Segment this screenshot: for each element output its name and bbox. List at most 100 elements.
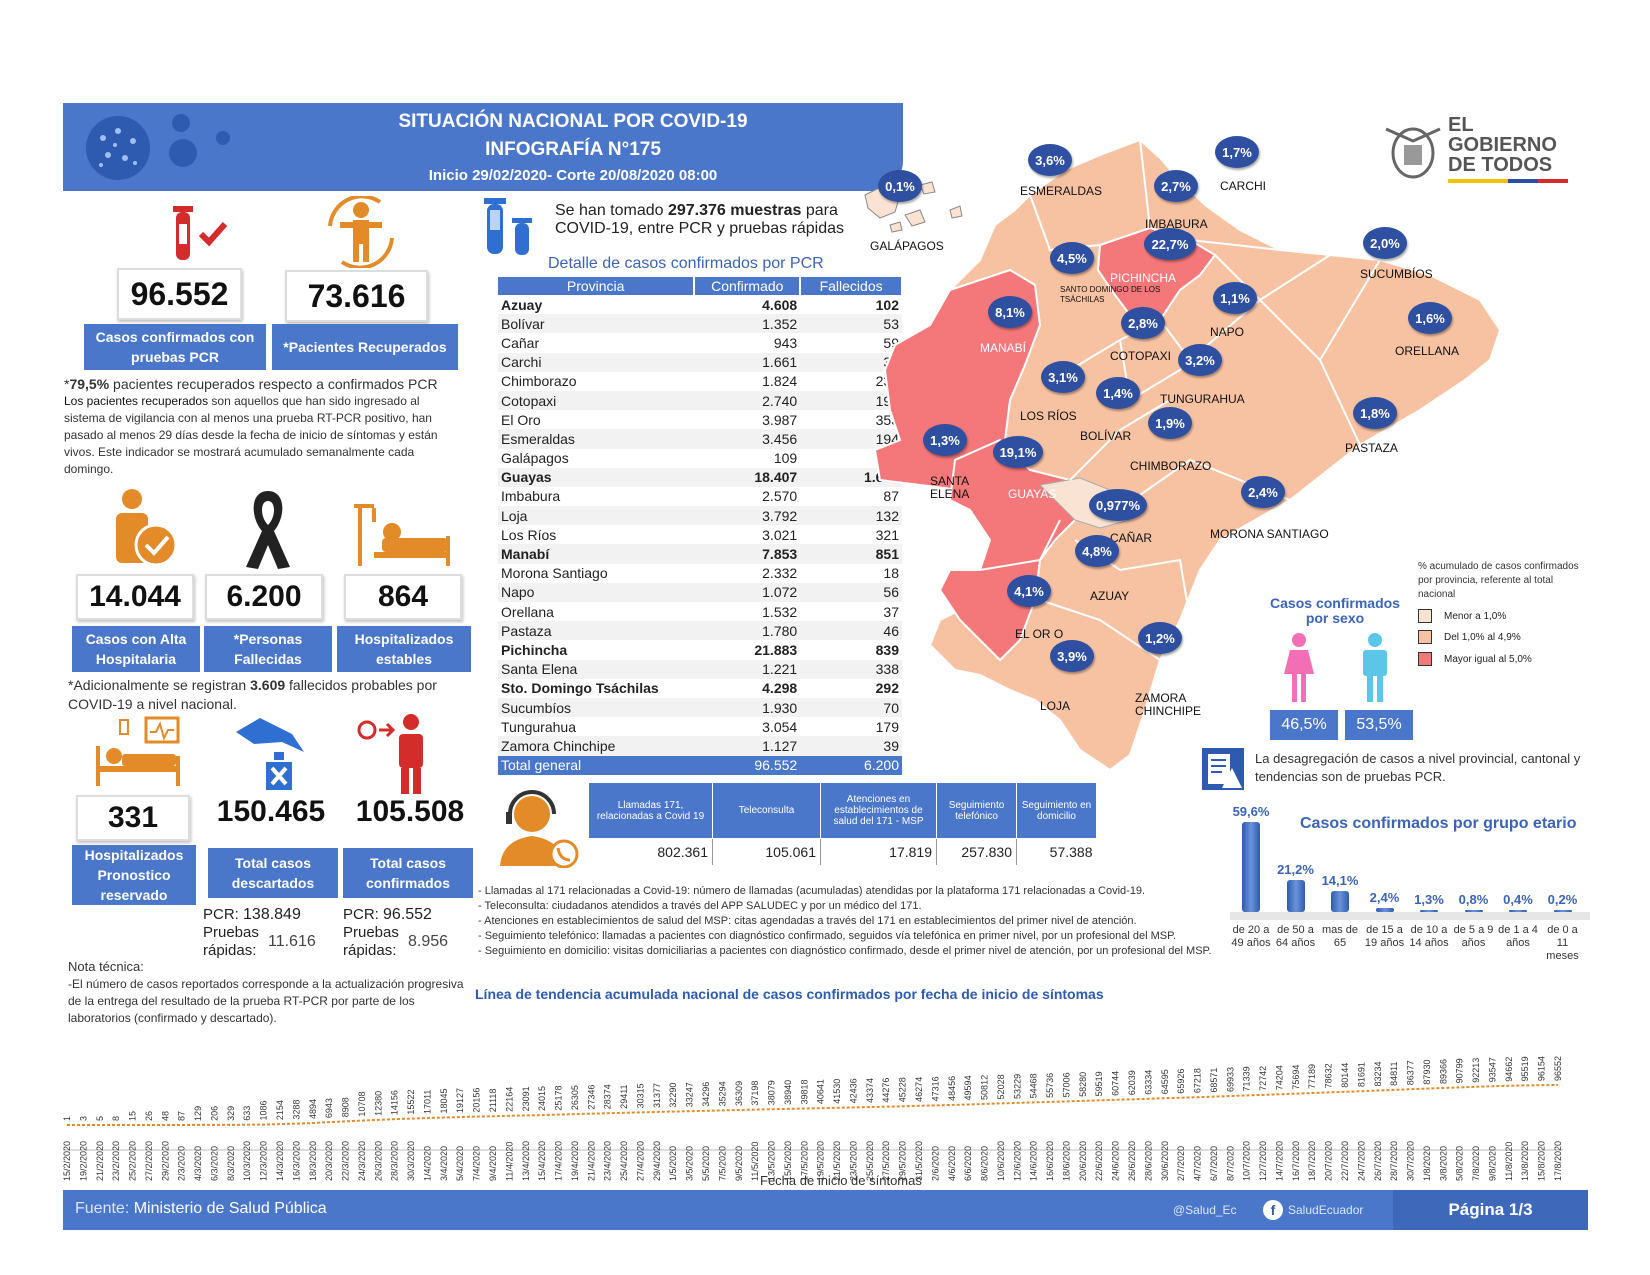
map-bubble-pct: 4,1% — [1007, 575, 1051, 607]
trend-value-label: 48456 — [947, 1076, 957, 1101]
table-row: Sucumbíos 1.930 70 — [498, 697, 902, 718]
map-bubble-pct: 2,0% — [1363, 227, 1407, 259]
cell-deceased: 46 — [800, 621, 902, 641]
trend-value-label: 17011 — [422, 1090, 432, 1114]
cell-deceased: 179 — [875, 718, 899, 735]
cell-confirmed: 4.298 — [762, 680, 798, 697]
trend-x-tick: 25/2/2020 — [128, 1141, 138, 1181]
trend-value-label: 15522 — [406, 1090, 416, 1115]
map-bubble-pct: 3,1% — [1041, 361, 1085, 393]
technical-note-body: -El número de casos reportados correspon… — [68, 977, 464, 1025]
trend-value-label: 36309 — [734, 1081, 744, 1106]
recovered-label: *Pacientes Recuperados — [272, 324, 458, 370]
trend-value-label: 8 — [111, 1116, 121, 1121]
trend-x-tick: 7/5/2020 — [717, 1146, 727, 1181]
trend-value-label: 48 — [160, 1111, 170, 1121]
trend-x-tick: 17/8/2020 — [1553, 1141, 1563, 1181]
samples-note: Se han tomado 297.376 muestras para COVI… — [555, 202, 845, 238]
trend-value-label: 12380 — [373, 1091, 383, 1116]
trend-value-label: 95519 — [1520, 1056, 1530, 1081]
age-bar-label: de 15 a 19 años — [1364, 924, 1405, 949]
trend-x-tick: 15/5/2020 — [783, 1141, 793, 1181]
probable-deaths-note: *Adicionalmente se registran 3.609 falle… — [68, 676, 478, 714]
cell-deceased: 70 — [800, 697, 902, 718]
trend-x-tick: 17/5/2020 — [799, 1141, 809, 1181]
trend-x-tick: 23/2/2020 — [111, 1141, 121, 1181]
confirmed-breakdown: PCR: 96.552 Pruebas rápidas: 8.956 — [343, 906, 448, 960]
trend-x-tick: 9/8/2020 — [1487, 1146, 1497, 1181]
age-bar-label: de 50 a 64 años — [1275, 924, 1316, 949]
trend-x-tick: 14/6/2020 — [1029, 1141, 1039, 1181]
cell-deceased: 18 — [883, 565, 899, 582]
header-period: Inicio 29/02/2020- Corte 20/08/2020 08:0… — [428, 167, 718, 184]
hosp-reserved-value: 331 — [76, 795, 190, 841]
trend-x-tick: 1/8/2020 — [1422, 1146, 1432, 1181]
trend-x-tick: 17/4/2020 — [554, 1141, 564, 1181]
table-row: Napo 1.072 56 — [498, 582, 902, 602]
cell-province: Tungurahua — [501, 718, 576, 735]
cell-province: Cañar — [501, 334, 540, 351]
deceased-value: 6.200 — [205, 574, 323, 620]
footnote: - Seguimiento telefónico: llamadas a pac… — [478, 930, 1177, 942]
trend-value-label: 26 — [144, 1111, 154, 1121]
legend-item-high: Mayor igual al 5,0% — [1418, 648, 1532, 670]
map-bubble-pct: 1,4% — [1096, 377, 1140, 409]
age-chart: 59,6% de 20 a 49 años 21,2% de 50 a 64 años… — [1230, 800, 1590, 962]
footer-facebook[interactable]: SaludEcuador — [1288, 1203, 1364, 1217]
trend-value-label: 37198 — [750, 1081, 760, 1106]
cell-province: Manabí — [498, 544, 695, 564]
header-subtitle: INFOGRAFÍA N°175 — [485, 139, 661, 160]
cell-province: Esmeraldas — [498, 429, 695, 449]
trend-x-tick: 6/7/2020 — [1209, 1146, 1219, 1181]
trend-x-tick: 4/6/2020 — [947, 1146, 957, 1181]
trend-x-tick: 22/3/2020 — [341, 1141, 351, 1181]
document-warning-icon — [1202, 748, 1244, 790]
trend-x-tick: 15/8/2020 — [1537, 1141, 1547, 1181]
trend-value-label: 55736 — [1045, 1073, 1055, 1098]
trend-x-tick: 29/4/2020 — [652, 1141, 662, 1181]
hosp-stable-label: Hospitalizados estables — [337, 626, 471, 672]
trend-value-label: 38940 — [783, 1080, 793, 1105]
sex-title: Casos confirmados por sexo — [1270, 595, 1400, 626]
cell-province: Guayas — [498, 467, 695, 487]
recovery-definition-lead: Los pacientes recuperados — [64, 394, 209, 408]
sample-tubes-icon — [484, 198, 532, 255]
trend-x-tick: 5/4/2020 — [455, 1146, 465, 1181]
map-bubble-pct: 1,8% — [1353, 397, 1397, 429]
trend-x-tick: 6/6/2020 — [963, 1146, 973, 1181]
trend-x-tick: 8/3/2020 — [226, 1146, 236, 1181]
table-row: Imbabura 2.570 87 — [498, 487, 902, 506]
trend-x-tick: 11/5/2020 — [750, 1142, 760, 1181]
trend-value-label: 129 — [193, 1106, 203, 1121]
map-bubble-pct: 1,9% — [1148, 407, 1192, 439]
legend-label-low: Menor a 1,0% — [1444, 610, 1507, 622]
footer-twitter[interactable]: @Salud_Ec — [1173, 1203, 1237, 1217]
table-row: Santa Elena 1.221 338 — [498, 659, 902, 679]
trend-x-tick: 4/3/2020 — [193, 1146, 203, 1181]
cell-confirmed: 943 — [773, 334, 798, 351]
facebook-icon[interactable]: f — [1263, 1200, 1283, 1220]
age-bar — [1509, 910, 1527, 912]
trend-x-tick: 1/4/2020 — [422, 1146, 432, 1181]
trend-x-tick: 11/8/2020 — [1504, 1142, 1514, 1181]
map-province-name: ORELLANA — [1395, 344, 1460, 358]
call-center-icon — [500, 790, 579, 868]
cell-province: Napo — [498, 582, 695, 602]
trend-x-tick: 21/4/2020 — [586, 1141, 596, 1181]
trend-value-label: 77189 — [1307, 1064, 1317, 1089]
trend-value-label: 47316 — [930, 1076, 940, 1101]
recovery-definition-body: son aquellos que han sido ingresado al s… — [64, 394, 438, 476]
trend-x-tick: 19/2/2020 — [78, 1141, 88, 1181]
cell-province: Carchi — [498, 352, 695, 372]
trend-value-label: 44276 — [881, 1078, 891, 1103]
map-province-name: CAÑAR — [1110, 531, 1153, 545]
trend-value-label: 6943 — [324, 1098, 334, 1118]
trend-value-label: 35294 — [717, 1081, 727, 1106]
cell-province: Bolívar — [498, 314, 695, 334]
trend-value-label: 84811 — [1389, 1062, 1399, 1086]
discarded-breakdown: PCR: 138.849 Pruebas rápidas: 11.616 — [203, 906, 316, 960]
calls-header-telefonico: Seguimiento telefónico — [936, 782, 1017, 839]
cell-deceased: 53 — [800, 314, 902, 334]
trend-x-tick: 19/5/2020 — [816, 1141, 826, 1181]
